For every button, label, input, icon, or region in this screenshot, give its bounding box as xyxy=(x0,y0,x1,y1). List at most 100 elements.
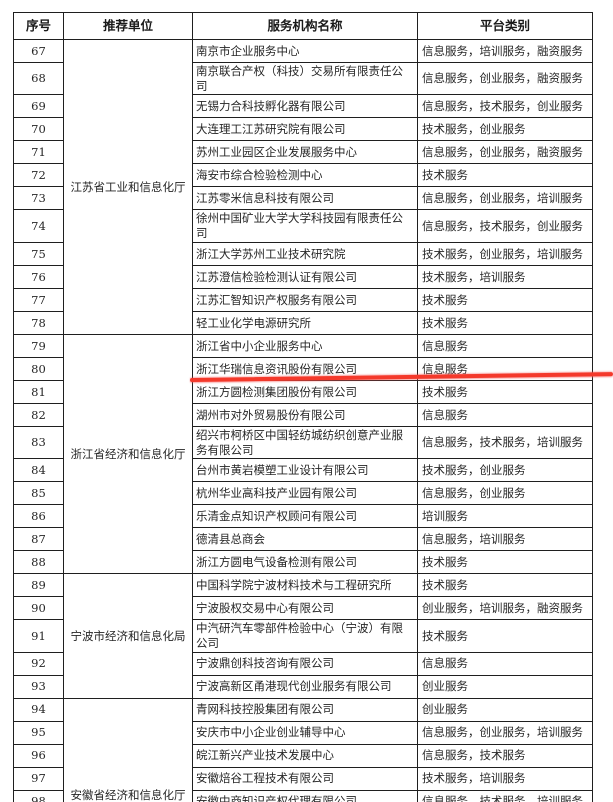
row-number: 68 xyxy=(13,61,64,96)
row-number: 93 xyxy=(13,674,64,699)
organization-name-cell: 徐州中国矿业大学大学科技园有限责任公司 xyxy=(192,209,418,243)
platform-category-cell: 技术服务 xyxy=(417,550,593,575)
table-row: 84 台州市黄岩模塑工业设计有限公司 技术服务，创业服务 xyxy=(13,458,593,483)
row-number: 76 xyxy=(13,264,64,289)
recommending-unit-cell: 浙江省经济和信息化厅 xyxy=(63,333,193,575)
platform-category-cell: 技术服务，创业服务 xyxy=(417,117,593,142)
organization-name-cell: 浙江方圆电气设备检测有限公司 xyxy=(192,550,418,575)
table-row: 82 湖州市对外贸易股份有限公司 信息服务 xyxy=(13,402,593,427)
platform-category-cell: 信息服务 xyxy=(417,333,593,358)
header-row: 序号 推荐单位 服务机构名称 平台类别 xyxy=(13,12,593,40)
row-number: 94 xyxy=(13,697,64,722)
header-org: 服务机构名称 xyxy=(192,12,418,40)
organization-name-cell: 苏州工业园区企业发展服务中心 xyxy=(192,140,418,165)
row-number: 70 xyxy=(13,117,64,142)
row-number: 67 xyxy=(13,39,64,63)
organization-name-cell: 安徽焙谷工程技术有限公司 xyxy=(192,766,418,791)
platform-category-cell: 信息服务，创业服务，培训服务 xyxy=(417,186,593,211)
platform-category-cell: 技术服务，创业服务，培训服务 xyxy=(417,241,593,266)
organization-name-cell: 皖江新兴产业技术发展中心 xyxy=(192,743,418,768)
organization-name-cell: 中汽研汽车零部件检验中心（宁波）有限公司 xyxy=(192,619,418,653)
row-number: 87 xyxy=(13,527,64,552)
table-row: 75 浙江大学苏州工业技术研究院 技术服务，创业服务，培训服务 xyxy=(13,241,593,266)
organization-name-cell: 浙江大学苏州工业技术研究院 xyxy=(192,241,418,266)
platform-category-cell: 信息服务，技术服务，培训服务 xyxy=(417,789,593,802)
table-row: 98 安徽中商知识产权代理有限公司 信息服务，技术服务，培训服务 xyxy=(13,789,593,802)
header-unit: 推荐单位 xyxy=(63,12,193,40)
table-row: 91 中汽研汽车零部件检验中心（宁波）有限公司 技术服务 xyxy=(13,619,593,653)
platform-category-cell: 信息服务，创业服务，培训服务 xyxy=(417,720,593,745)
table-header: 序号 推荐单位 服务机构名称 平台类别 xyxy=(13,12,593,40)
organization-name-cell: 海安市综合检验检测中心 xyxy=(192,163,418,188)
table-row: 86 乐清金点知识产权顾问有限公司 培训服务 xyxy=(13,504,593,529)
platform-category-cell: 技术服务，创业服务 xyxy=(417,458,593,483)
platform-category-cell: 信息服务，技术服务 xyxy=(417,743,593,768)
organization-name-cell: 乐清金点知识产权顾问有限公司 xyxy=(192,504,418,529)
row-number: 88 xyxy=(13,550,64,575)
platform-category-cell: 技术服务 xyxy=(417,163,593,188)
row-number: 90 xyxy=(13,596,64,621)
platform-category-cell: 信息服务，培训服务 xyxy=(417,527,593,552)
organization-name-cell: 宁波鼎创科技咨询有限公司 xyxy=(192,651,418,676)
organization-name-cell: 轻工业化学电源研究所 xyxy=(192,310,418,335)
platform-category-cell: 技术服务 xyxy=(417,379,593,404)
organization-name-cell: 南京联合产权（科技）交易所有限责任公司 xyxy=(192,61,418,96)
organization-name-cell: 安徽中商知识产权代理有限公司 xyxy=(192,789,418,802)
organization-name-cell: 湖州市对外贸易股份有限公司 xyxy=(192,402,418,427)
platform-category-cell: 信息服务，创业服务，融资服务 xyxy=(417,140,593,165)
row-number: 96 xyxy=(13,743,64,768)
platform-category-cell: 培训服务 xyxy=(417,504,593,529)
platform-category-cell: 创业服务 xyxy=(417,697,593,722)
platform-category-cell: 信息服务，培训服务，融资服务 xyxy=(417,39,593,63)
table-row: 97 安徽焙谷工程技术有限公司 技术服务，培训服务 xyxy=(13,766,593,791)
table-row: 72 海安市综合检验检测中心 技术服务 xyxy=(13,163,593,188)
organization-name-cell: 大连理工江苏研究院有限公司 xyxy=(192,117,418,142)
row-number: 72 xyxy=(13,163,64,188)
table-row: 79 浙江省经济和信息化厅 浙江省中小企业服务中心 信息服务 xyxy=(13,333,593,575)
row-number: 78 xyxy=(13,310,64,335)
table-row: 85 杭州华业高科技产业园有限公司 信息服务，创业服务 xyxy=(13,481,593,506)
table-row: 69 无锡力合科技孵化器有限公司 信息服务，技术服务，创业服务 xyxy=(13,94,593,119)
platform-category-cell: 技术服务 xyxy=(417,310,593,335)
row-number: 81 xyxy=(13,379,64,404)
organization-name-cell: 无锡力合科技孵化器有限公司 xyxy=(192,94,418,119)
organization-name-cell: 杭州华业高科技产业园有限公司 xyxy=(192,481,418,506)
platform-category-cell: 创业服务，培训服务，融资服务 xyxy=(417,596,593,621)
header-no: 序号 xyxy=(13,12,64,40)
organization-name-cell: 江苏澄信检验检测认证有限公司 xyxy=(192,264,418,289)
row-number: 84 xyxy=(13,458,64,483)
row-number: 79 xyxy=(13,333,64,358)
row-number: 95 xyxy=(13,720,64,745)
platform-category-cell: 信息服务，创业服务，融资服务 xyxy=(417,61,593,96)
platform-category-cell: 信息服务，创业服务 xyxy=(417,481,593,506)
row-number: 80 xyxy=(13,356,64,381)
table-row: 90 宁波股权交易中心有限公司 创业服务，培训服务，融资服务 xyxy=(13,596,593,621)
table-row: 94 安徽省经济和信息化厅 青网科技控股集团有限公司 创业服务 xyxy=(13,697,593,802)
row-number: 98 xyxy=(13,789,64,802)
platform-category-cell: 技术服务，培训服务 xyxy=(417,264,593,289)
table-row: 70 大连理工江苏研究院有限公司 技术服务，创业服务 xyxy=(13,117,593,142)
table-row: 88 浙江方圆电气设备检测有限公司 技术服务 xyxy=(13,550,593,575)
organization-name-cell: 青网科技控股集团有限公司 xyxy=(192,697,418,722)
recommending-unit-cell: 安徽省经济和信息化厅 xyxy=(63,697,193,802)
organization-name-cell: 江苏汇智知识产权服务有限公司 xyxy=(192,287,418,312)
table-row: 83 绍兴市柯桥区中国轻纺城纺织创意产业服务有限公司 信息服务，技术服务，培训服务 xyxy=(13,425,593,460)
row-number: 89 xyxy=(13,573,64,598)
platform-category-cell: 技术服务 xyxy=(417,619,593,653)
row-number: 73 xyxy=(13,186,64,211)
row-number: 75 xyxy=(13,241,64,266)
platform-category-cell: 信息服务 xyxy=(417,402,593,427)
organization-name-cell: 宁波股权交易中心有限公司 xyxy=(192,596,418,621)
organization-name-cell: 安庆市中小企业创业辅导中心 xyxy=(192,720,418,745)
row-number: 83 xyxy=(13,425,64,460)
table-row: 87 德清县总商会 信息服务，培训服务 xyxy=(13,527,593,552)
platform-category-cell: 信息服务，技术服务，培训服务 xyxy=(417,425,593,460)
platform-category-cell: 技术服务，培训服务 xyxy=(417,766,593,791)
table-row: 92 宁波鼎创科技咨询有限公司 信息服务 xyxy=(13,651,593,676)
platform-category-cell: 技术服务 xyxy=(417,573,593,598)
platform-category-cell: 信息服务，技术服务，创业服务 xyxy=(417,209,593,243)
table-row: 71 苏州工业园区企业发展服务中心 信息服务，创业服务，融资服务 xyxy=(13,140,593,165)
table-body: 67 江苏省工业和信息化厅 南京市企业服务中心 信息服务，培训服务，融资服务 68 南京联… xyxy=(13,39,593,802)
header-category: 平台类别 xyxy=(417,12,593,40)
row-number: 97 xyxy=(13,766,64,791)
